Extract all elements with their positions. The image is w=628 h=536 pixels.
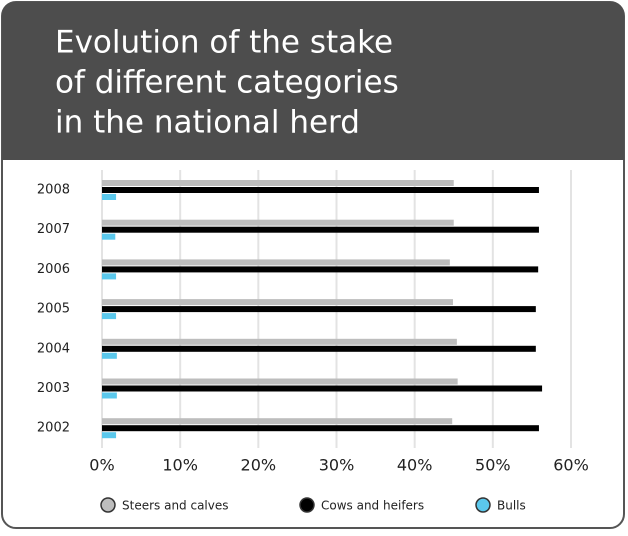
bar — [102, 180, 454, 186]
x-tick-label: 20% — [241, 456, 277, 475]
bar — [102, 392, 117, 399]
bar — [102, 266, 539, 273]
y-tick-label: 2003 — [37, 381, 70, 396]
x-tick-label: 0% — [89, 456, 114, 475]
y-tick-label: 2004 — [37, 341, 70, 356]
x-tick-label: 10% — [162, 456, 198, 475]
bar — [102, 273, 117, 280]
bar — [102, 259, 450, 266]
chart-title: in the national herd — [55, 105, 360, 141]
legend-marker — [475, 497, 491, 513]
bar — [102, 313, 117, 320]
bar — [102, 306, 536, 313]
y-tick-label: 2006 — [37, 262, 70, 277]
bar — [102, 418, 453, 425]
bar — [102, 194, 117, 200]
bar — [102, 352, 117, 359]
legend-label: Cows and heifers — [321, 499, 424, 513]
bar — [102, 378, 458, 385]
chart-title: Evolution of the stake — [55, 25, 393, 61]
x-tick-label: 60% — [553, 456, 589, 475]
bar — [102, 425, 539, 432]
bar — [102, 219, 454, 226]
x-tick-label: 50% — [475, 456, 511, 475]
y-tick-label: 2007 — [37, 222, 70, 237]
y-tick-label: 2008 — [37, 183, 70, 198]
bar — [102, 299, 453, 306]
x-tick-label: 40% — [397, 456, 433, 475]
x-tick-label: 30% — [319, 456, 355, 475]
bar — [102, 432, 117, 439]
y-tick-label: 2002 — [37, 421, 70, 436]
bar — [102, 187, 539, 193]
y-tick-label: 2005 — [37, 302, 70, 317]
bar — [102, 338, 457, 345]
bar — [102, 385, 543, 392]
legend-marker — [100, 497, 116, 513]
header — [2, 2, 624, 160]
legend-marker — [299, 497, 315, 513]
bar — [102, 345, 536, 352]
bar — [102, 233, 116, 240]
legend-label: Bulls — [497, 499, 526, 513]
chart-title: of different categories — [55, 65, 399, 101]
bar — [102, 226, 539, 233]
legend-label: Steers and calves — [122, 499, 229, 513]
